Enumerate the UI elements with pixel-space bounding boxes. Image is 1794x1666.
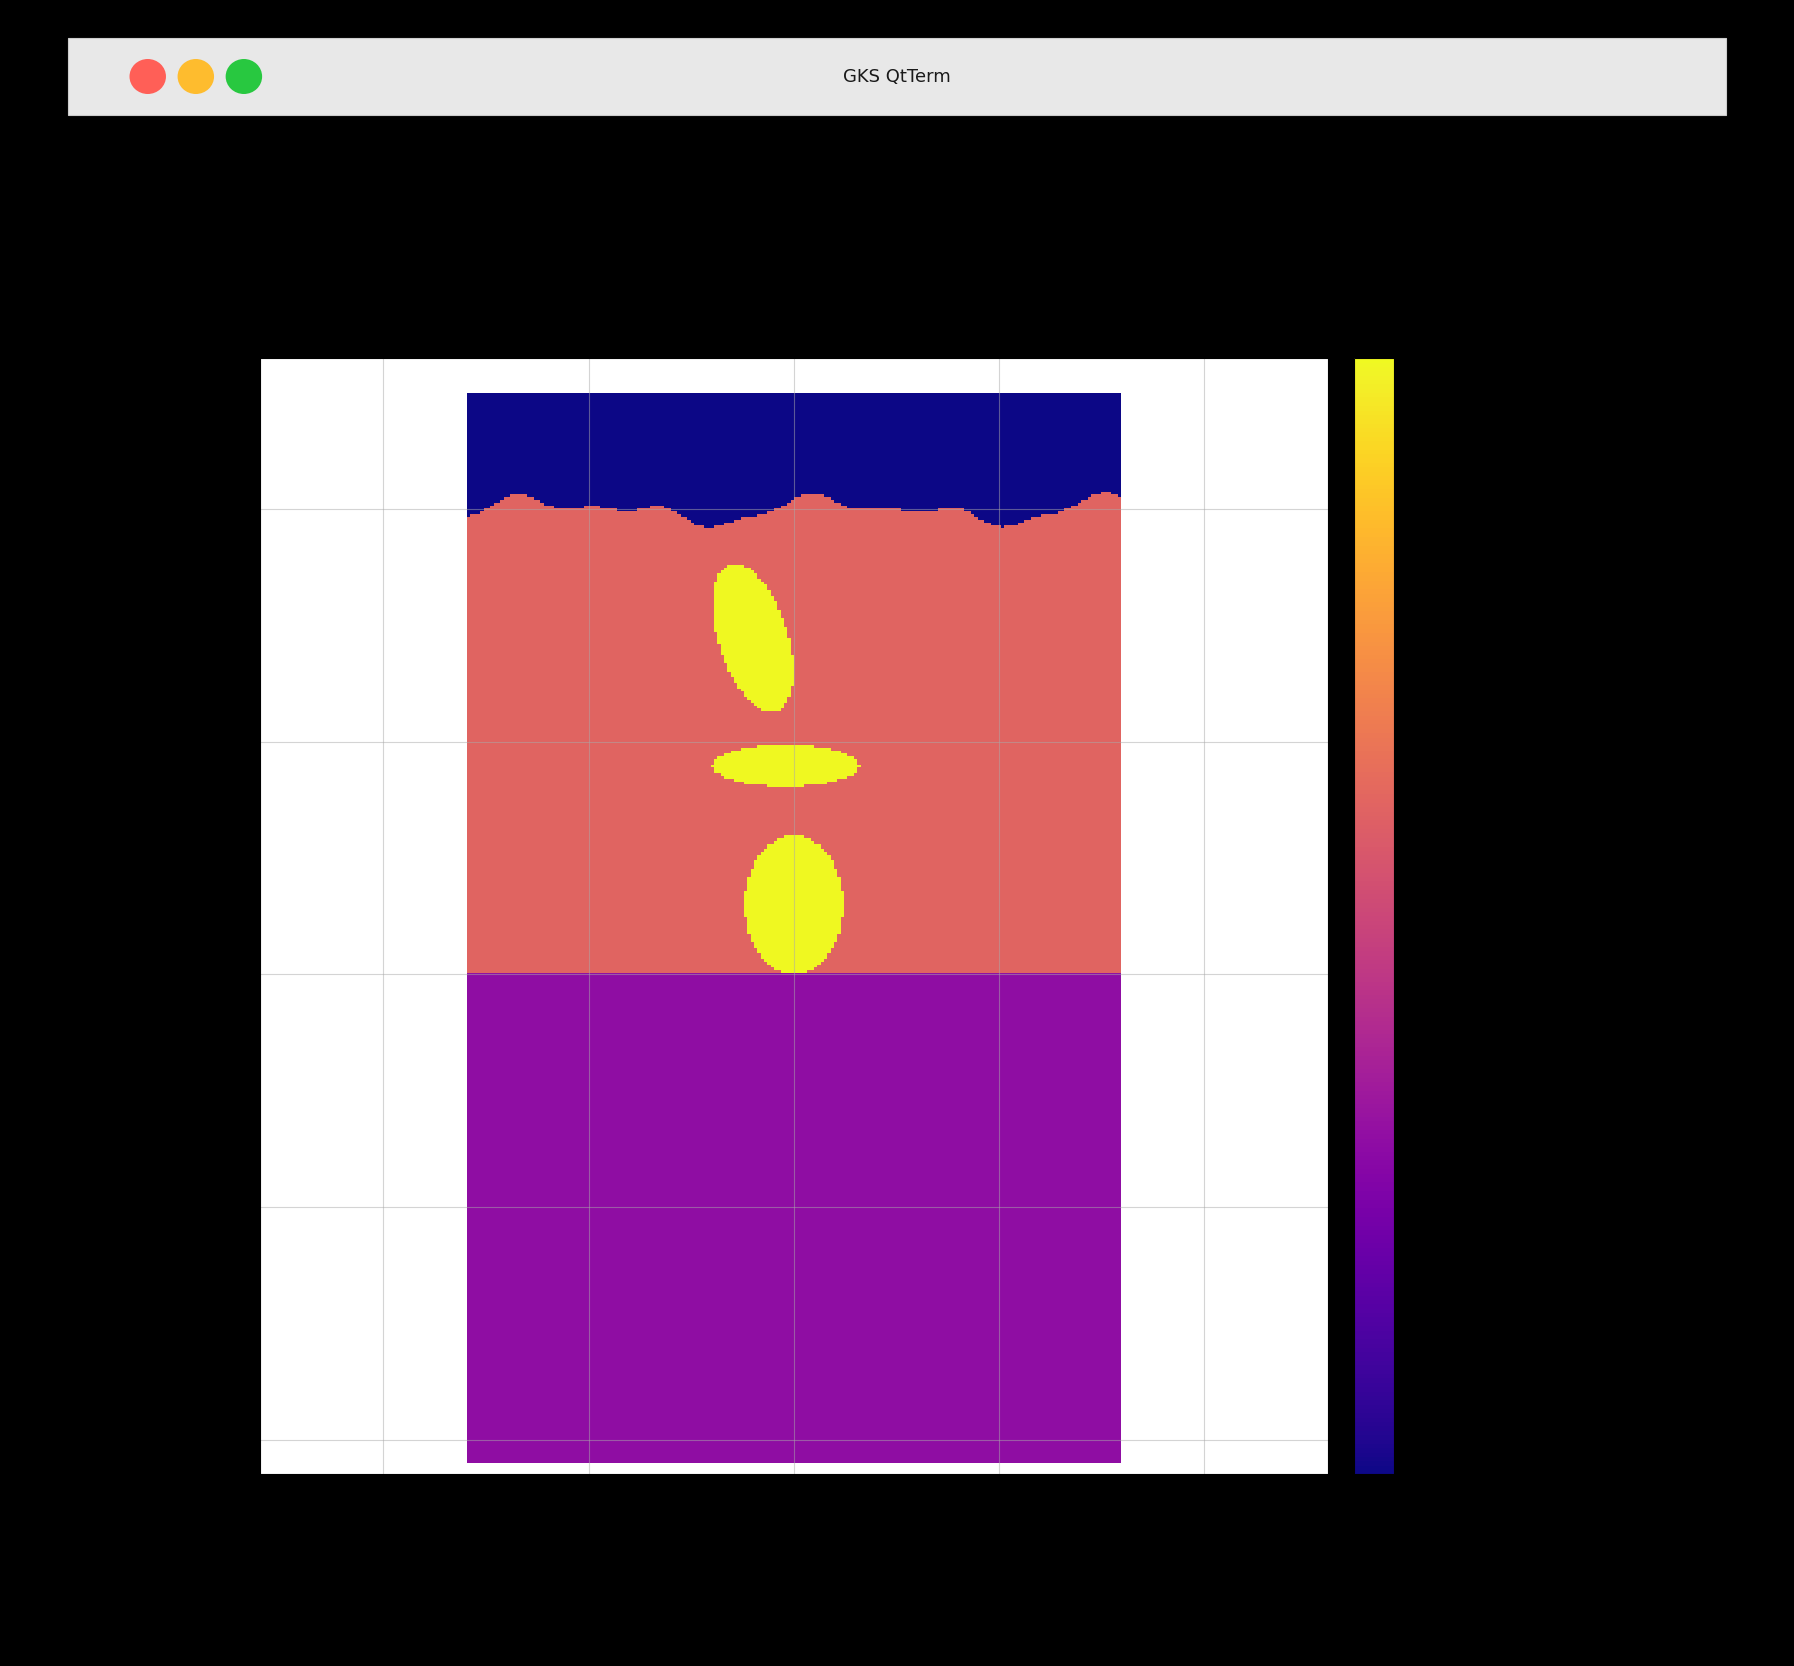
Text: GKS QtTerm: GKS QtTerm — [843, 68, 951, 85]
Circle shape — [178, 58, 213, 93]
Y-axis label: z: z — [163, 908, 192, 925]
Circle shape — [226, 58, 262, 93]
X-axis label: y: y — [784, 1514, 804, 1543]
Bar — [68, 38, 1726, 115]
Title: x = 0: x = 0 — [745, 307, 843, 340]
Circle shape — [129, 58, 167, 93]
Y-axis label: phase: phase — [1421, 870, 1450, 963]
